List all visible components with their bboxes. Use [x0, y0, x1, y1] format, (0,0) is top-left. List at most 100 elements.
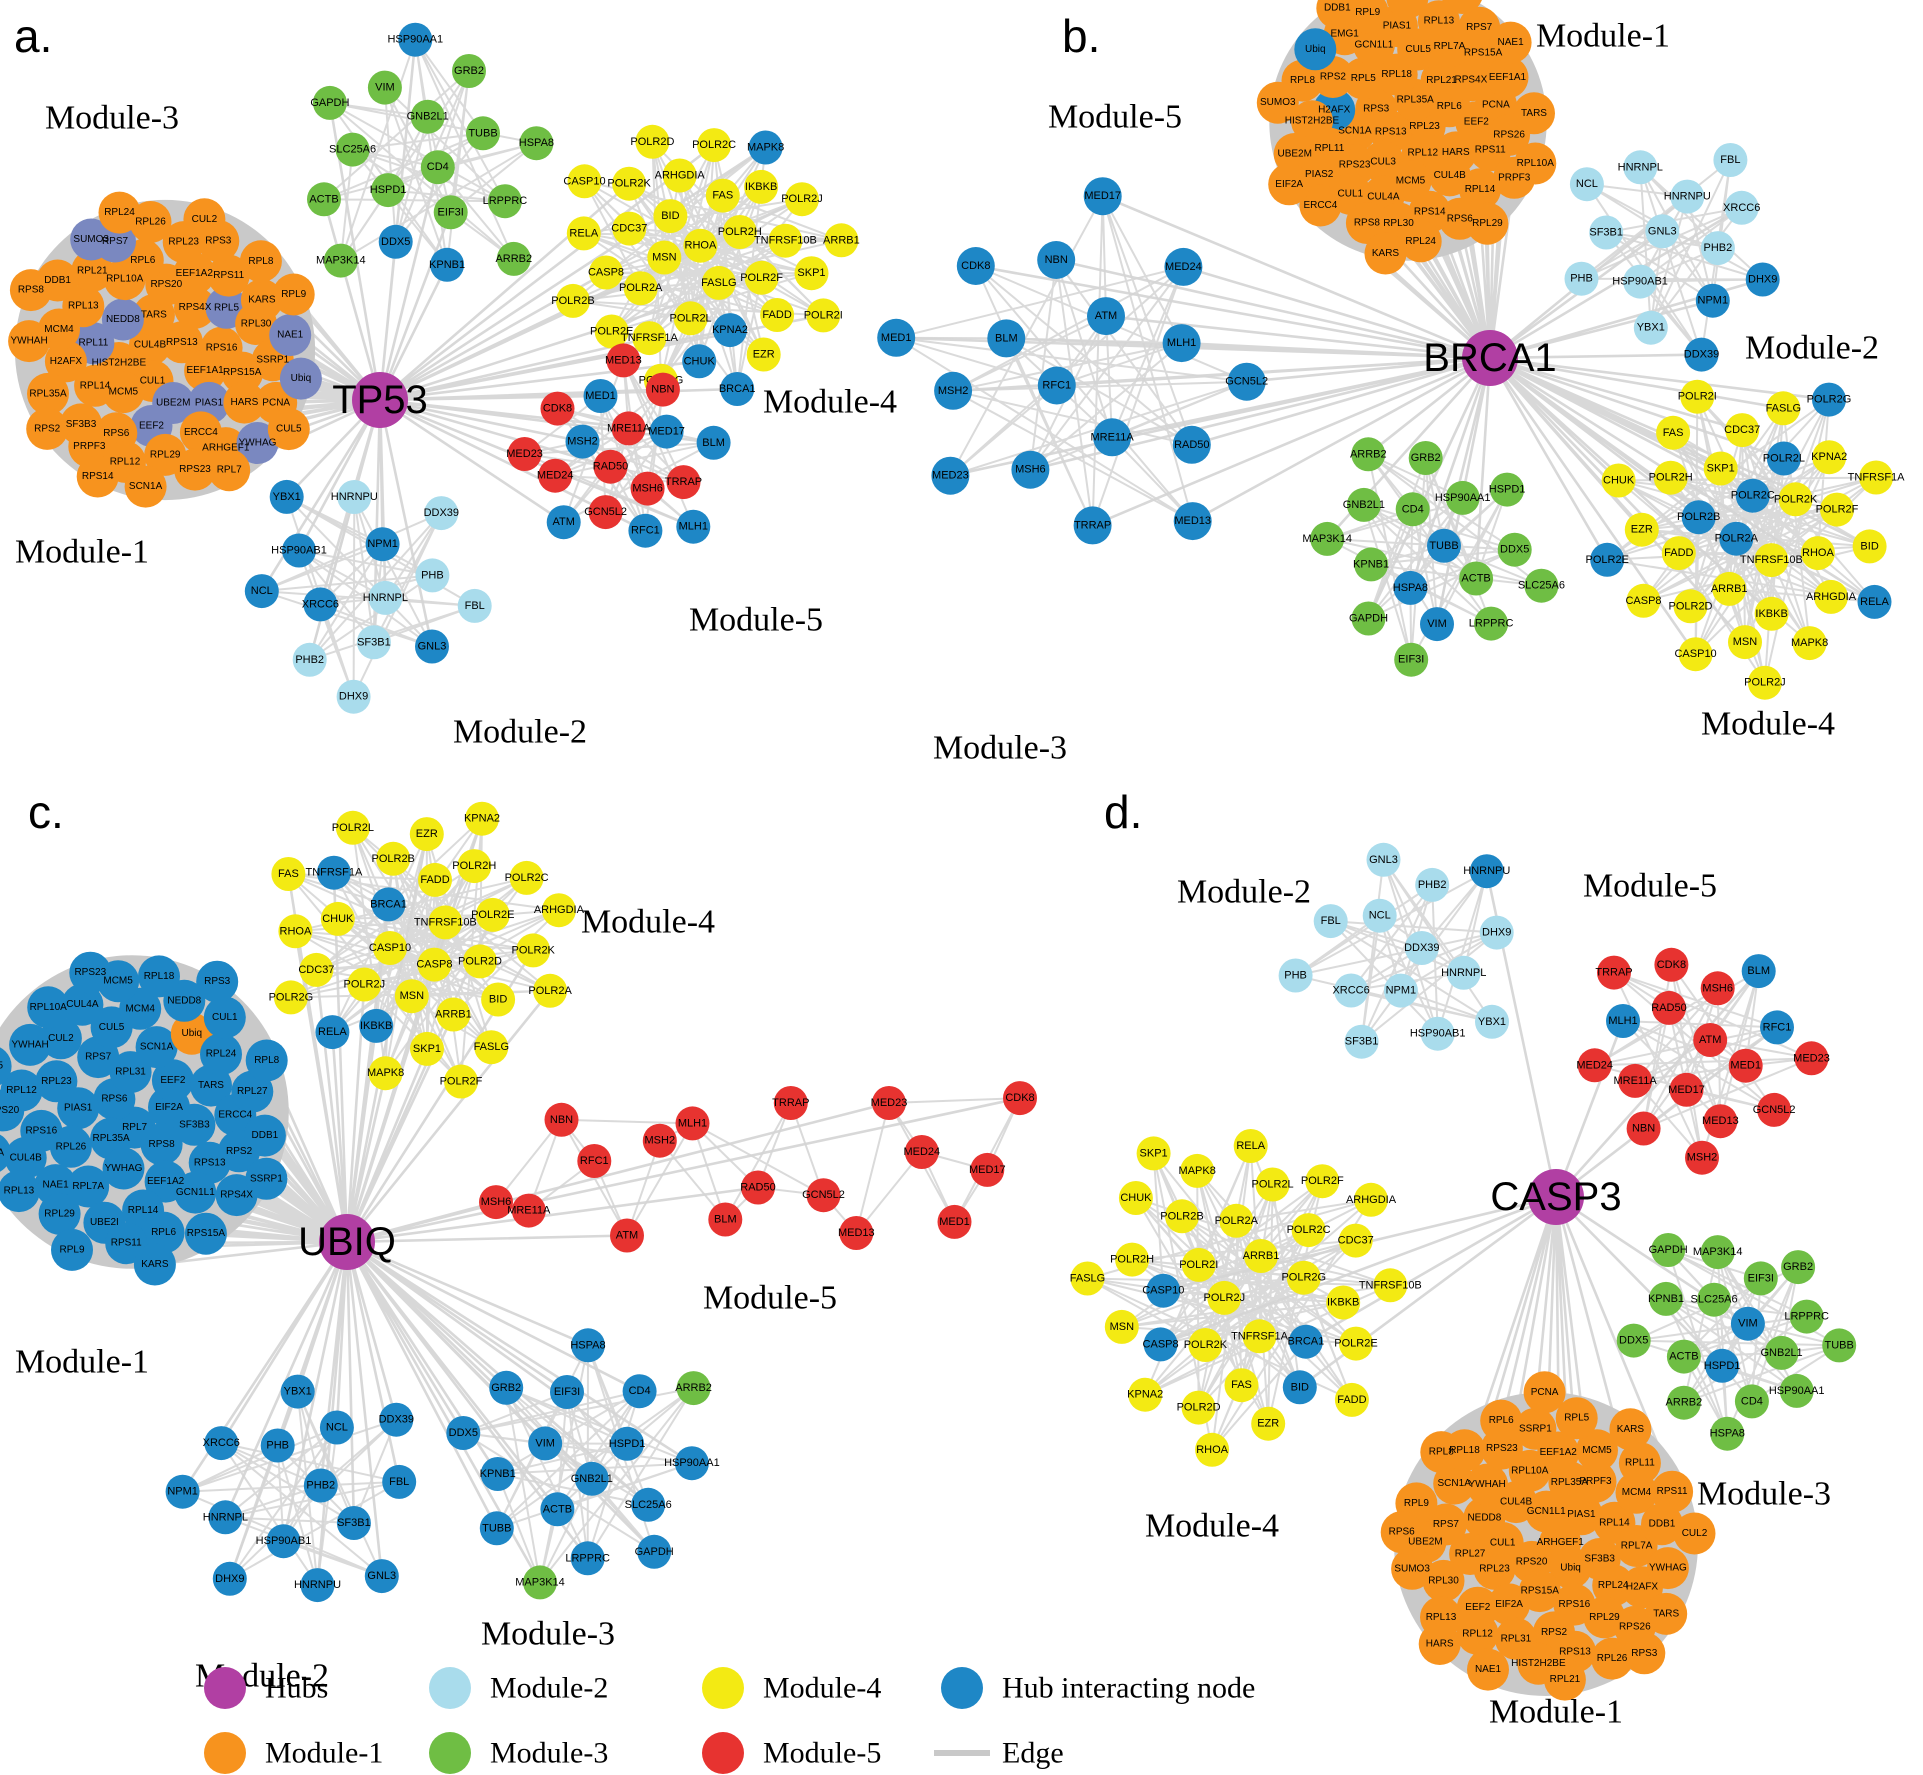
node-EEF1A2[interactable]	[173, 252, 216, 295]
node-CUL2[interactable]	[183, 198, 226, 241]
node-RPL24[interactable]	[200, 1033, 242, 1076]
node-ARRB2[interactable]	[1666, 1385, 1701, 1420]
node-EIF2A[interactable]	[1488, 1583, 1531, 1626]
node-LRPPRC[interactable]	[1474, 606, 1509, 641]
node-CDC37[interactable]	[1338, 1223, 1373, 1258]
node-GAPDH[interactable]	[1351, 601, 1386, 636]
node-MED13[interactable]	[839, 1216, 874, 1250]
node-DDX5[interactable]	[446, 1416, 481, 1450]
node-MSH2[interactable]	[642, 1123, 677, 1158]
node-ARHGDIA[interactable]	[541, 893, 576, 928]
node-POLR2K[interactable]	[1778, 482, 1813, 517]
node-ACTB[interactable]	[1459, 561, 1494, 596]
node-POLR2K[interactable]	[1188, 1328, 1223, 1362]
node-NCL[interactable]	[244, 574, 279, 609]
node-HSP90AA1[interactable]	[398, 22, 433, 57]
node-HSP90AB1[interactable]	[1623, 264, 1658, 299]
node-GAPDH[interactable]	[637, 1534, 672, 1569]
node-MRE11A[interactable]	[1618, 1063, 1653, 1098]
node-MED24[interactable]	[1164, 247, 1203, 286]
node-GCN5L2[interactable]	[588, 495, 623, 530]
node-MSN[interactable]	[394, 979, 429, 1014]
node-RPL9[interactable]	[51, 1228, 93, 1271]
node-GNB2L1[interactable]	[1346, 487, 1381, 522]
node-TARS[interactable]	[1513, 92, 1555, 135]
node-POLR2F[interactable]	[1305, 1164, 1340, 1199]
node-HSPD1[interactable]	[371, 173, 406, 208]
node-HIST2H2BE[interactable]	[1291, 100, 1333, 143]
node-RPS8[interactable]	[9, 269, 52, 312]
node-HNRNPU[interactable]	[1670, 179, 1705, 214]
node-SF3B1[interactable]	[336, 1506, 371, 1540]
node-RPL6[interactable]	[142, 1211, 185, 1254]
node-EIF3I[interactable]	[1743, 1261, 1778, 1296]
node-POLR2D[interactable]	[1673, 589, 1708, 624]
node-MAP3K14[interactable]	[1700, 1235, 1735, 1270]
node-HSPA8[interactable]	[571, 1328, 605, 1363]
node-HSP90AB1[interactable]	[266, 1524, 301, 1559]
node-KPNA2[interactable]	[713, 313, 747, 348]
node-CHUK[interactable]	[682, 344, 717, 379]
node-POLR2I[interactable]	[806, 298, 841, 333]
node-SLC25A6[interactable]	[631, 1487, 666, 1522]
node-HSP90AB1[interactable]	[282, 533, 316, 568]
node-KARS[interactable]	[1364, 232, 1407, 275]
node-CASP10[interactable]	[1678, 637, 1713, 672]
node-EIF3I[interactable]	[550, 1375, 584, 1409]
node-CASP8[interactable]	[589, 255, 623, 290]
node-CASP8[interactable]	[1626, 583, 1661, 618]
node-EZR[interactable]	[746, 337, 781, 372]
node-MAPK8[interactable]	[1792, 626, 1827, 661]
node-RPL35A[interactable]	[27, 372, 69, 415]
hub-UBIQ[interactable]	[319, 1214, 375, 1270]
node-RPS15A[interactable]	[184, 1212, 227, 1255]
node-DDX39[interactable]	[424, 496, 459, 531]
node-RPL7[interactable]	[208, 449, 251, 492]
node-MSH6[interactable]	[479, 1185, 513, 1220]
node-RPL10A[interactable]	[1514, 142, 1557, 185]
node-POLR2K[interactable]	[516, 933, 551, 968]
node-RPS13[interactable]	[160, 321, 203, 364]
node-HARS[interactable]	[223, 381, 266, 424]
node-YWHAH[interactable]	[1466, 1463, 1509, 1506]
node-IKBKB[interactable]	[1754, 596, 1789, 631]
node-ARRB1[interactable]	[1244, 1239, 1278, 1273]
node-PHB2[interactable]	[1415, 867, 1450, 902]
node-DDX39[interactable]	[1404, 931, 1439, 965]
node-RPS3[interactable]	[196, 960, 239, 1003]
node-DHX9[interactable]	[1745, 262, 1780, 297]
node-CD4[interactable]	[622, 1374, 657, 1409]
node-GAPDH[interactable]	[312, 85, 347, 120]
node-POLR2A[interactable]	[1219, 1203, 1254, 1238]
node-RPS6[interactable]	[1380, 1511, 1423, 1554]
node-TRRAP[interactable]	[1073, 506, 1112, 545]
node-SKP1[interactable]	[1703, 451, 1738, 486]
node-PCNA[interactable]	[1523, 1371, 1566, 1414]
node-MSN[interactable]	[1104, 1309, 1139, 1344]
node-VIM[interactable]	[1730, 1306, 1765, 1341]
node-RPL8[interactable]	[239, 240, 282, 283]
node-PRPF3[interactable]	[1574, 1460, 1617, 1503]
node-PIAS1[interactable]	[1560, 1493, 1603, 1536]
node-POLR2A[interactable]	[623, 271, 658, 306]
node-SLC25A6[interactable]	[1524, 568, 1559, 603]
node-CUL1[interactable]	[203, 996, 246, 1039]
node-SF3B1[interactable]	[356, 625, 391, 660]
node-SF3B3[interactable]	[173, 1103, 216, 1146]
node-CHUK[interactable]	[1118, 1181, 1153, 1215]
node-BRCA1[interactable]	[1288, 1324, 1323, 1359]
node-POLR2F[interactable]	[1820, 492, 1854, 527]
node-MLH1[interactable]	[1162, 324, 1201, 363]
node-FBL[interactable]	[1713, 143, 1748, 177]
node-RHOA[interactable]	[683, 228, 718, 263]
node-FADD[interactable]	[1661, 536, 1696, 571]
hub-TP53[interactable]	[352, 372, 408, 428]
node-RHOA[interactable]	[1195, 1432, 1230, 1467]
node-MRE11A[interactable]	[1093, 418, 1132, 457]
node-FBL[interactable]	[1313, 904, 1348, 939]
node-RELA[interactable]	[1857, 584, 1892, 619]
node-KPNA2[interactable]	[465, 801, 499, 836]
node-ARRB2[interactable]	[676, 1371, 711, 1406]
node-POLR2B[interactable]	[1165, 1199, 1199, 1234]
node-TNFRSF10B[interactable]	[1754, 543, 1789, 578]
